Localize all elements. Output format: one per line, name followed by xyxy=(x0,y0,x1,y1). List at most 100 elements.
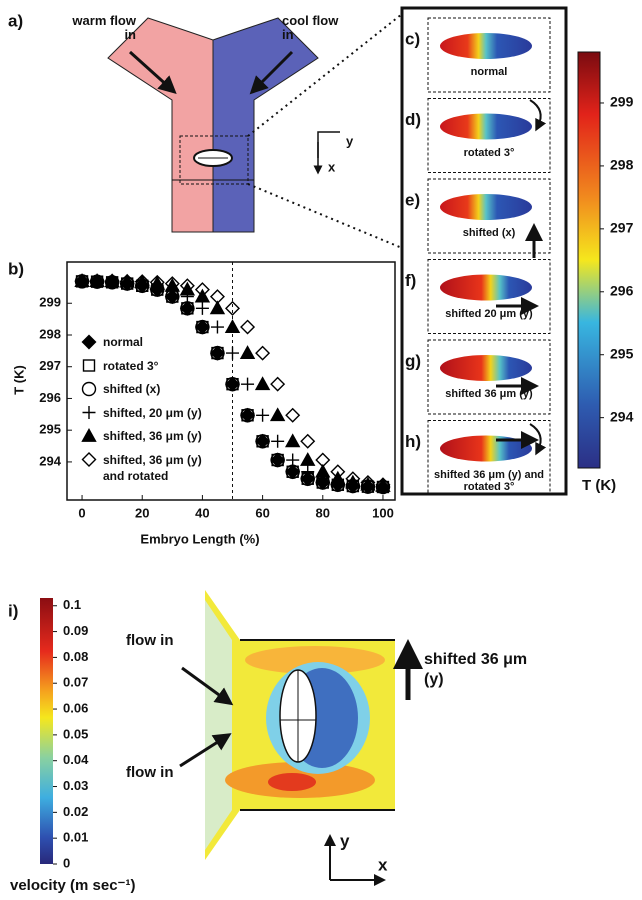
panel-label: d) xyxy=(405,110,421,129)
colorbar-tick-label: 0.04 xyxy=(63,752,89,767)
panels-c-h: c) normal d) rotated 3° e) shifted (x) f) shift… xyxy=(405,17,551,495)
label-box: flow in xyxy=(126,764,174,781)
legend-marker xyxy=(81,428,97,442)
marker xyxy=(119,273,135,289)
colorbar-label: velocity (m sec⁻¹) xyxy=(10,877,135,894)
marker xyxy=(284,433,301,448)
marker xyxy=(256,435,269,448)
marker xyxy=(195,319,210,335)
legend-label-box: normal xyxy=(103,335,143,349)
legend-marker xyxy=(81,452,97,467)
embryo xyxy=(440,113,532,140)
subpanel-box xyxy=(427,259,551,334)
colorbar-tick-label: 298 xyxy=(610,157,634,173)
zoom-line xyxy=(247,183,403,249)
marker xyxy=(179,278,195,294)
colorbar-tick-label: 0.07 xyxy=(63,675,88,690)
x-tick-label: 80 xyxy=(316,505,330,520)
panel-label: f) xyxy=(405,271,416,290)
label-box: flow in xyxy=(126,632,174,649)
x-tick-label: 40 xyxy=(195,505,209,520)
marker xyxy=(271,453,284,467)
marker xyxy=(375,477,391,493)
marker xyxy=(224,319,241,333)
x-tick-label: 20 xyxy=(135,505,149,520)
legend-label-box: shifted, 36 μm (y) and rotated xyxy=(103,452,202,483)
marker xyxy=(300,433,316,449)
colorbar-tick-label: 0.06 xyxy=(63,700,88,715)
flow-region xyxy=(268,773,316,791)
colorbar-tick-label: 295 xyxy=(610,345,634,361)
label-box: cool flow in xyxy=(282,14,339,42)
marker xyxy=(104,273,120,289)
y-tick-label: 295 xyxy=(39,422,61,437)
colorbar-tick-label: 0.09 xyxy=(63,623,88,638)
subpanel-caption: shifted (x) xyxy=(462,227,516,239)
colorbar-tick-label: 0.1 xyxy=(63,597,81,612)
marker xyxy=(225,300,240,316)
marker xyxy=(240,319,256,335)
colorbar-tick-label: 294 xyxy=(610,408,634,424)
y-tick-label: 297 xyxy=(39,358,61,373)
colorbar-tick-label: 0.03 xyxy=(63,778,88,793)
colorbar-tick-label: 299 xyxy=(610,94,634,110)
panel-i: i) 0 0.01 0.02 0.03 0.04 0.05 0.06 0.07 0.08 0.09… xyxy=(8,590,527,894)
label-box: shifted (x) xyxy=(462,227,516,239)
subpanel-box xyxy=(427,420,551,495)
legend-label-box: shifted, 36 μm (y) xyxy=(103,429,202,443)
warm-label: warm flow in xyxy=(72,14,136,42)
embryo xyxy=(440,194,532,220)
marker xyxy=(239,345,256,359)
axis-x-label: x xyxy=(328,159,336,174)
marker xyxy=(269,407,286,422)
cool-label: cool flow in xyxy=(282,14,339,42)
colorbar xyxy=(577,51,601,469)
label-box: shifted 36 μm (y) xyxy=(445,388,533,400)
marker xyxy=(270,452,285,468)
marker xyxy=(89,273,105,289)
panel-label: g) xyxy=(405,351,421,370)
marker xyxy=(241,409,254,422)
flow-arrow xyxy=(249,50,294,95)
rotation-arrow xyxy=(529,99,547,132)
label-box: shifted 36 μm (y) xyxy=(424,651,527,688)
plot-area: 0 20 40 60 80 100 294 295 296 297 298 299 normal rota… xyxy=(39,262,394,520)
legend-label-box: shifted, 20 μm (y) xyxy=(103,406,202,420)
colorbar-tick-label: 0.08 xyxy=(63,649,88,664)
marker xyxy=(210,345,225,361)
x-tick-label: 100 xyxy=(372,505,394,520)
marker xyxy=(196,320,209,334)
marker xyxy=(226,346,240,360)
marker xyxy=(315,452,331,468)
subpanel-caption: shifted 36 μm (y) xyxy=(445,388,533,400)
subpanel-box xyxy=(427,17,551,93)
y-tick-label: 298 xyxy=(39,326,61,341)
marker xyxy=(301,465,315,479)
legend-marker xyxy=(82,406,96,419)
panel-label: b) xyxy=(8,259,24,278)
subpanel-box xyxy=(427,339,551,415)
colorbar-ticks: 294 295 296 297 298 299 xyxy=(600,94,634,424)
marker xyxy=(286,453,300,467)
label-box: shifted 36 μm (y) and rotated 3° xyxy=(434,469,544,493)
marker xyxy=(256,408,270,422)
marker xyxy=(149,274,165,290)
legend-label: shifted, 36 μm (y) and rotated xyxy=(103,452,202,483)
channel-wall xyxy=(240,639,395,811)
marker xyxy=(194,282,210,298)
flow-arrow xyxy=(179,733,232,768)
colorbar xyxy=(40,598,53,864)
axes-icon xyxy=(317,131,340,158)
x-tick-label: 0 xyxy=(78,505,85,520)
marker xyxy=(225,376,240,392)
x-tick-label: 60 xyxy=(255,505,269,520)
colorbar-tick-label: 0.02 xyxy=(63,804,88,819)
marker xyxy=(254,376,271,391)
warm-channel xyxy=(107,17,214,233)
marker xyxy=(164,276,180,292)
subpanel-caption: normal xyxy=(470,66,508,78)
panel-a: a) warm flow in cool flow in y x xyxy=(8,11,403,249)
marker xyxy=(210,320,224,334)
cool-channel xyxy=(212,17,319,233)
y-tick-label: 296 xyxy=(39,390,61,405)
